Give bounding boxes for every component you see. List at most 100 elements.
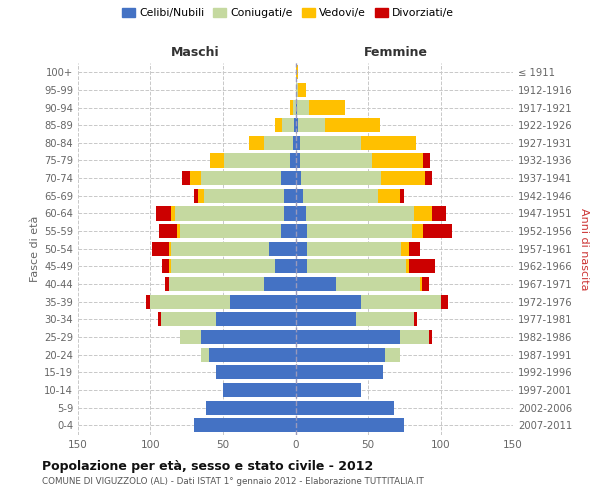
Bar	[296, 154, 300, 168]
Bar	[296, 100, 308, 114]
Bar	[296, 83, 305, 97]
Y-axis label: Fasce di età: Fasce di età	[30, 216, 40, 282]
Bar	[296, 312, 415, 326]
Bar	[179, 330, 296, 344]
Bar	[296, 118, 380, 132]
Bar	[296, 366, 383, 380]
Bar	[296, 400, 394, 414]
Bar	[158, 312, 296, 326]
Bar	[296, 171, 432, 185]
Bar	[206, 400, 296, 414]
Bar	[296, 366, 383, 380]
Bar	[216, 312, 296, 326]
Bar	[194, 188, 296, 203]
Bar	[206, 400, 296, 414]
Bar	[156, 206, 296, 220]
Bar	[179, 330, 296, 344]
Bar	[206, 400, 296, 414]
Bar	[169, 277, 296, 291]
Bar	[296, 83, 298, 97]
Bar	[296, 418, 404, 432]
Bar	[275, 260, 296, 274]
Bar	[182, 171, 296, 185]
Bar	[296, 366, 383, 380]
Bar	[161, 312, 296, 326]
Bar	[281, 171, 296, 185]
Bar	[296, 294, 440, 309]
Bar	[296, 383, 361, 397]
Bar	[296, 260, 406, 274]
Bar	[201, 348, 296, 362]
Bar	[230, 294, 296, 309]
Text: COMUNE DI VIGUZZOLO (AL) - Dati ISTAT 1° gennaio 2012 - Elaborazione TUTTITALIA.: COMUNE DI VIGUZZOLO (AL) - Dati ISTAT 1°…	[42, 477, 424, 486]
Bar	[216, 366, 296, 380]
Bar	[171, 260, 296, 274]
Bar	[296, 277, 336, 291]
Bar	[249, 136, 296, 150]
Bar	[296, 418, 404, 432]
Text: Femmine: Femmine	[364, 46, 428, 59]
Bar	[296, 348, 400, 362]
Bar	[296, 383, 361, 397]
Bar	[296, 136, 300, 150]
Bar	[296, 294, 361, 309]
Bar	[169, 242, 296, 256]
Bar	[296, 136, 416, 150]
Bar	[152, 242, 296, 256]
Bar	[296, 224, 423, 238]
Bar	[296, 171, 301, 185]
Y-axis label: Anni di nascita: Anni di nascita	[580, 208, 589, 290]
Bar	[296, 312, 418, 326]
Bar	[283, 118, 296, 132]
Bar	[201, 330, 296, 344]
Bar	[296, 136, 361, 150]
Bar	[296, 171, 381, 185]
Bar	[171, 242, 296, 256]
Bar	[296, 294, 440, 309]
Bar	[296, 312, 415, 326]
Bar	[206, 400, 296, 414]
Bar	[296, 100, 345, 114]
Bar	[175, 206, 296, 220]
Bar	[296, 206, 415, 220]
Bar	[296, 330, 432, 344]
Bar	[296, 136, 416, 150]
Bar	[296, 383, 361, 397]
Bar	[223, 383, 296, 397]
Bar	[179, 224, 296, 238]
Bar	[293, 136, 296, 150]
Bar	[263, 277, 296, 291]
Text: Maschi: Maschi	[171, 46, 220, 59]
Text: Popolazione per età, sesso e stato civile - 2012: Popolazione per età, sesso e stato civil…	[42, 460, 373, 473]
Bar	[296, 154, 423, 168]
Bar	[151, 294, 296, 309]
Bar	[296, 277, 422, 291]
Bar	[296, 100, 297, 114]
Bar	[296, 260, 307, 274]
Bar	[275, 118, 296, 132]
Bar	[296, 330, 400, 344]
Bar	[293, 100, 296, 114]
Bar	[296, 65, 298, 80]
Bar	[296, 366, 383, 380]
Bar	[224, 154, 296, 168]
Bar	[194, 418, 296, 432]
Bar	[165, 277, 296, 291]
Bar	[284, 206, 296, 220]
Bar	[296, 224, 307, 238]
Bar	[296, 330, 429, 344]
Bar	[204, 188, 296, 203]
Bar	[210, 154, 296, 168]
Bar	[296, 118, 298, 132]
Bar	[296, 154, 430, 168]
Bar	[296, 242, 401, 256]
Bar	[194, 418, 296, 432]
Bar	[216, 366, 296, 380]
Bar	[296, 418, 404, 432]
Bar	[199, 188, 296, 203]
Bar	[296, 242, 420, 256]
Bar	[296, 118, 380, 132]
Bar	[296, 400, 394, 414]
Bar	[296, 188, 378, 203]
Bar	[296, 188, 303, 203]
